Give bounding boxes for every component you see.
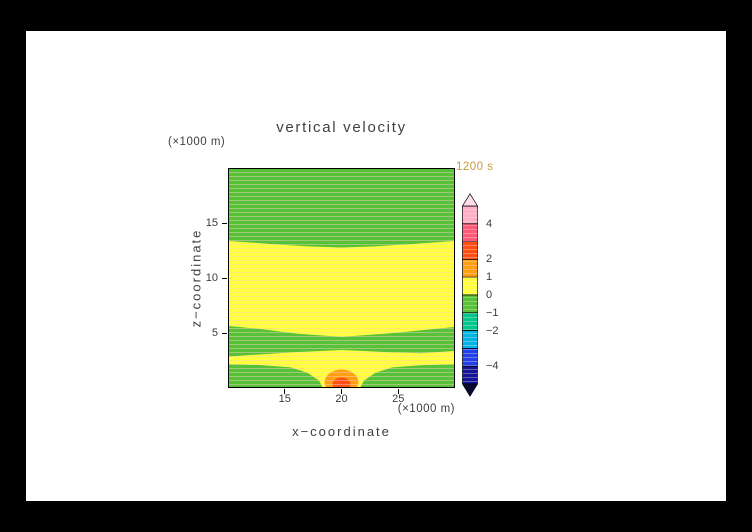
colorbar-label: −4 (486, 360, 499, 373)
contour-region-mid-low-downdraft-band (229, 325, 454, 357)
z-axis-tick (222, 277, 227, 279)
plot-canvas: vertical velocity (×1000 m) 1200 s 15 20 2… (26, 31, 726, 501)
z-axis-title: z−coordinate (188, 228, 204, 328)
colorbar-segment--1-0 (462, 294, 478, 314)
colorbar-segment--2--1 (462, 312, 478, 331)
x-tick-label: 20 (335, 393, 348, 405)
contour-plot-svg (229, 169, 454, 387)
time-label: 1200 s (456, 161, 494, 173)
colorbar-segment-0-1 (462, 276, 478, 296)
colorbar-segment-1-2 (462, 259, 478, 278)
colorbar-segment-2-3 (462, 241, 478, 260)
colorbar-under-arrow (461, 383, 479, 397)
contour-region-surface-updraft-core (332, 377, 351, 387)
x-axis-tick (397, 389, 399, 394)
x-axis-unit-label: (×1000 m) (397, 403, 455, 415)
contour-plot (228, 168, 455, 388)
z-axis-tick (222, 332, 227, 334)
colorbar-label: −2 (486, 324, 499, 337)
plot-title: vertical velocity (276, 119, 407, 136)
contour-region-bottom-left-downdraft (229, 364, 323, 387)
colorbar-svg (461, 193, 479, 397)
x-axis-title: x−coordinate (292, 424, 391, 439)
colorbar-over-arrow (461, 193, 479, 207)
colorbar-label: 0 (486, 289, 493, 301)
colorbar-segment-3-4 (462, 223, 478, 242)
colorbar-label: 1 (486, 271, 493, 284)
colorbar-segment-4-5 (462, 205, 478, 225)
x-axis-tick (284, 389, 286, 394)
z-tick-label: 10 (205, 272, 218, 284)
colorbar-label: −1 (486, 306, 499, 319)
x-axis-tick (341, 389, 342, 394)
z-tick-label: 15 (205, 217, 218, 229)
colorbar: 4 2 1 0 −1 −2 −4 (461, 193, 526, 405)
contour-region-bottom-right-downdraft (360, 364, 454, 387)
z-tick-label: 5 (211, 327, 218, 339)
x-tick-label: 15 (278, 393, 291, 405)
x-tick-label: 25 (392, 393, 405, 405)
colorbar-segment--4--3 (462, 348, 478, 367)
colorbar-label: 2 (486, 253, 493, 266)
colorbar-label: 4 (486, 217, 493, 230)
contour-region-upper-downdraft-layer (229, 169, 454, 248)
colorbar-segment--3--2 (462, 330, 478, 349)
z-axis-unit-label: (×1000 m) (168, 136, 226, 148)
colorbar-segment--5--4 (462, 365, 478, 385)
z-axis-tick (222, 222, 227, 224)
